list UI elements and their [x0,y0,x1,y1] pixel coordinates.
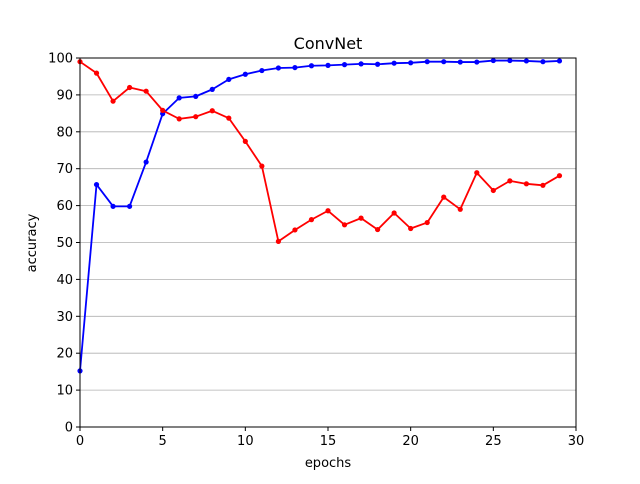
data-point [127,84,133,91]
data-point [424,219,430,226]
data-point [375,61,381,67]
data-point [457,206,463,212]
data-point [391,60,397,66]
x-tick-label: 15 [320,434,337,449]
data-point [160,107,166,113]
data-point [226,76,232,83]
data-point [490,57,496,64]
data-point [441,59,447,65]
chart-title: ConvNet [294,34,363,53]
data-point [259,163,265,169]
data-point [341,62,348,68]
y-tick-label: 80 [56,125,73,140]
data-point [408,225,414,232]
data-point [391,210,397,216]
data-point [358,215,364,221]
x-tick-label: 5 [159,434,167,449]
data-point [209,86,215,92]
data-point [474,59,480,65]
data-point [110,98,116,104]
series-line-2 [79,60,560,243]
data-point [176,116,182,122]
data-point [93,70,100,76]
y-tick-label: 100 [48,52,73,67]
data-point [308,217,315,223]
data-point [523,58,530,64]
data-point [474,170,480,176]
data-point [507,178,513,184]
series-line-1 [79,59,560,371]
y-tick-label: 10 [56,384,73,399]
data-point [457,59,463,65]
y-tick-label: 60 [56,199,73,214]
x-tick-label: 25 [485,434,502,449]
series-layer [77,57,563,374]
data-point [242,71,248,77]
data-point [143,88,149,94]
grid [80,57,576,428]
data-point [193,114,199,120]
y-axis-label: accuracy [25,213,40,272]
data-point [292,227,298,233]
y-tick-label: 40 [56,273,73,288]
data-point [341,222,348,228]
data-point [143,159,149,165]
x-tick-label: 20 [402,434,419,449]
y-tick-label: 70 [56,162,73,177]
data-point [441,194,447,200]
data-point [93,181,100,188]
data-point [358,61,364,67]
data-point [540,182,546,188]
y-tick-label: 90 [56,88,73,103]
data-point [507,57,513,64]
x-axis-label: epochs [305,456,352,471]
data-point [127,203,133,209]
data-point [408,60,414,66]
data-point [540,59,546,65]
data-point [226,115,232,121]
x-tick-label: 0 [76,434,84,449]
data-point [292,64,298,71]
y-tick-label: 50 [56,236,73,251]
axis-ticks: 0 5 10 15 20 25 30 0 10 20 30 40 50 60 70 80 90 100 [48,52,584,450]
data-point [556,58,563,64]
data-point [176,95,182,101]
data-point [193,93,199,99]
data-point [325,208,331,214]
data-point [424,59,430,65]
data-point [259,67,265,74]
data-point [275,65,281,71]
data-point [110,203,116,209]
data-point [209,108,215,114]
data-point [242,138,248,144]
data-point [325,62,331,68]
data-point [375,226,381,233]
x-tick-label: 10 [237,434,254,449]
data-point [275,238,281,244]
x-tick-label: 30 [568,434,585,449]
data-point [490,187,496,194]
y-tick-label: 0 [65,421,73,436]
y-tick-label: 30 [56,310,73,325]
y-tick-label: 20 [56,347,73,362]
data-point [556,173,563,179]
data-point [308,63,315,69]
data-point [523,181,530,187]
